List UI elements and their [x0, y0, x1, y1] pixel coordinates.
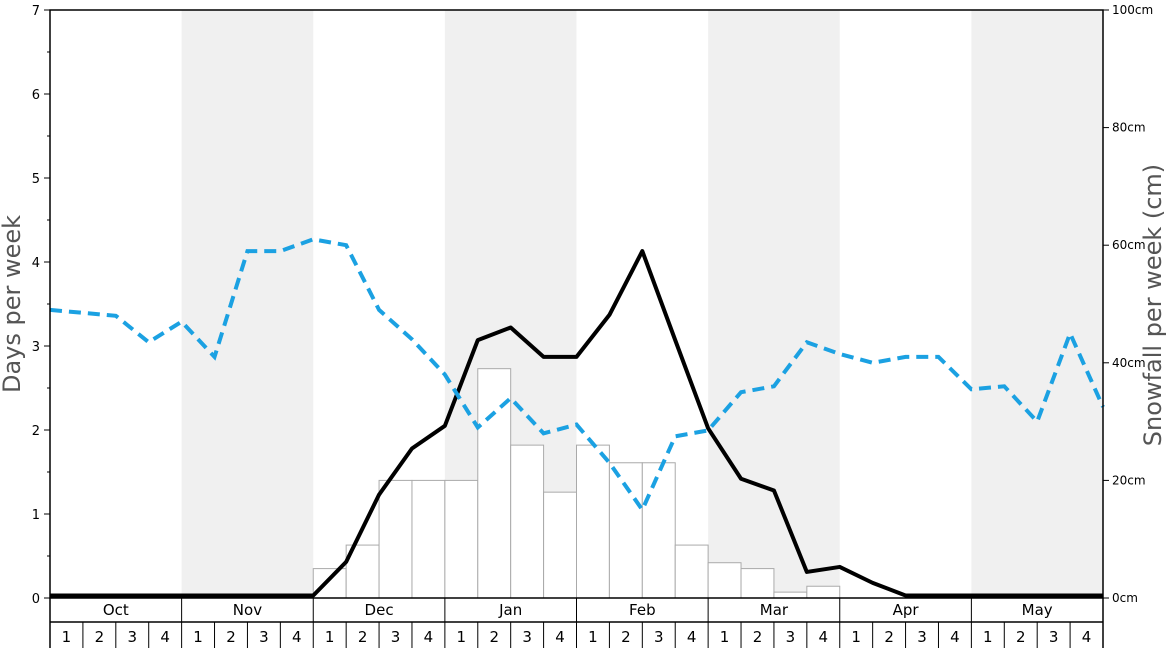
- week-label: 3: [654, 628, 664, 646]
- week-label: 1: [325, 628, 335, 646]
- right-tick-label: 40cm: [1112, 356, 1146, 370]
- left-tick-label: 0: [32, 592, 40, 607]
- snowfall-bar: [707, 562, 742, 599]
- week-label: 4: [292, 628, 302, 646]
- snowfall-bar: [510, 444, 545, 599]
- right-tick-label: 100cm: [1112, 3, 1153, 17]
- snowfall-bar: [576, 444, 610, 599]
- week-label: 3: [259, 628, 269, 646]
- snowfall-bar: [641, 462, 676, 599]
- right-axis-title: Snowfall per week (cm): [1139, 164, 1167, 446]
- week-label: 3: [1049, 628, 1059, 646]
- week-label: 1: [62, 628, 72, 646]
- month-label-feb: Feb: [629, 601, 656, 619]
- snowfall-bar: [740, 568, 775, 599]
- snowfall-bar: [312, 568, 347, 599]
- snowfall-bar: [543, 491, 577, 599]
- snowfall-bar: [674, 544, 709, 599]
- week-label: 1: [851, 628, 861, 646]
- days-line-series: [50, 249, 1103, 598]
- week-label: 1: [588, 628, 598, 646]
- left-tick-label: 7: [32, 4, 40, 19]
- week-label: 3: [391, 628, 401, 646]
- week-label: 3: [522, 628, 532, 646]
- week-label: 3: [127, 628, 137, 646]
- week-label: 4: [424, 628, 434, 646]
- week-label: 2: [884, 628, 894, 646]
- days-line: [50, 249, 1103, 598]
- month-shading: [181, 10, 1103, 598]
- left-tick-label: 5: [32, 172, 40, 187]
- month-label-may: May: [1022, 601, 1053, 619]
- left-tick-label: 2: [32, 424, 40, 439]
- week-label: 4: [819, 628, 829, 646]
- right-axis: 0cm 20cm 40cm 60cm 80cm 100cm: [1103, 3, 1153, 605]
- x-axis: Oct 1 2 3 4 Nov 1 2 3 4 Dec 1 2 3 4 Jan 1 2 3 4 Feb 1 2 3 4 Mar 1 2…: [49, 598, 1104, 648]
- month-label-dec: Dec: [365, 601, 394, 619]
- left-tick-label: 1: [32, 508, 40, 523]
- snowfall-bar: [378, 479, 413, 599]
- month-label-apr: Apr: [893, 601, 920, 619]
- month-label-nov: Nov: [233, 601, 262, 619]
- month-shade-may: [971, 10, 1103, 598]
- left-axis-title: Days per week: [0, 215, 26, 393]
- snowfall-bar: [806, 585, 841, 599]
- snowfall-bars: [312, 368, 841, 599]
- month-label-jan: Jan: [498, 601, 522, 619]
- week-label: 4: [555, 628, 565, 646]
- week-label: 1: [457, 628, 467, 646]
- right-tick-label: 60cm: [1112, 238, 1146, 252]
- week-label: 3: [917, 628, 927, 646]
- snowfall-bar: [411, 479, 446, 599]
- week-label: 4: [160, 628, 170, 646]
- week-label: 1: [720, 628, 730, 646]
- week-label: 4: [950, 628, 960, 646]
- left-tick-label: 3: [32, 340, 40, 355]
- week-label: 2: [1016, 628, 1026, 646]
- week-label: 1: [193, 628, 203, 646]
- month-shade-nov: [181, 10, 314, 598]
- month-label-oct: Oct: [103, 601, 129, 619]
- right-tick-label: 80cm: [1112, 121, 1146, 135]
- week-label: 1: [983, 628, 993, 646]
- right-tick-label: 0cm: [1112, 591, 1138, 605]
- week-label: 2: [753, 628, 763, 646]
- snowfall-bar: [444, 479, 479, 599]
- left-tick-label: 4: [32, 256, 40, 271]
- week-label: 2: [621, 628, 631, 646]
- snowfall-dashed-series: [49, 237, 1105, 514]
- week-label: 2: [95, 628, 105, 646]
- week-label: 3: [786, 628, 796, 646]
- month-label-mar: Mar: [760, 601, 789, 619]
- week-label: 4: [687, 628, 697, 646]
- snowfall-bar: [773, 591, 808, 599]
- left-tick-label: 6: [32, 88, 40, 103]
- month-shade-mar: [708, 10, 840, 598]
- week-label: 4: [1082, 628, 1092, 646]
- left-axis: 0 1 2 3 4 5 6 7: [32, 4, 50, 607]
- week-label: 2: [358, 628, 368, 646]
- week-label: 2: [489, 628, 499, 646]
- snowfall-dashed-line: [49, 237, 1105, 514]
- right-tick-label: 20cm: [1112, 473, 1146, 487]
- week-label: 2: [226, 628, 236, 646]
